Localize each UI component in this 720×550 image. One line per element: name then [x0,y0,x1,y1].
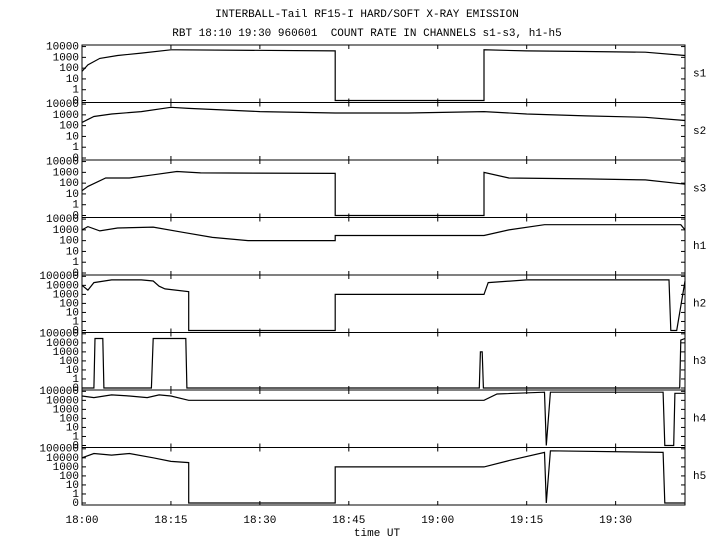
y-tick-label: 10 [66,74,79,86]
y-tick-label: 1000 [53,289,79,301]
y-tick-label: 10000 [46,338,79,350]
x-tick-label: 19:30 [599,515,632,527]
y-tick-label: 1000 [53,347,79,359]
panel-label: h2 [693,299,706,311]
panel-label: s3 [693,184,706,196]
y-tick-label: 10000 [46,395,79,407]
y-tick-label: 0 [72,498,79,510]
y-tick-label: 1 [72,316,79,328]
panel-label: s2 [693,126,706,138]
y-tick-label: 10000 [46,41,79,53]
data-line [81,224,686,242]
y-tick-label: 10 [66,307,79,319]
y-tick-label: 1000 [53,110,79,122]
y-tick-label: 100 [59,298,79,310]
y-tick-label: 0 [72,210,79,222]
y-tick-label: 0 [72,325,79,337]
y-tick-label: 100 [59,471,79,483]
panel-label: s1 [693,69,707,81]
y-tick-label: 0 [72,153,79,165]
y-tick-label: 100000 [39,329,79,341]
y-tick-label: 10000 [46,156,79,168]
panel-label: h1 [693,241,707,253]
data-line [82,337,686,389]
y-tick-label: 100 [59,178,79,190]
y-tick-label: 0 [72,268,79,280]
y-tick-label: 1 [72,257,79,269]
y-tick-label: 100 [59,63,79,75]
y-tick-label: 1000 [53,462,79,474]
x-tick-label: 19:15 [510,515,543,527]
y-tick-label: 0 [72,95,79,107]
y-tick-label: 1000 [53,225,79,237]
panel-label: h5 [693,471,706,483]
chart-subtitle: RBT 18:10 19:30 960601 COUNT RATE IN CHA… [172,28,561,40]
y-tick-label: 1 [72,431,79,443]
y-tick-label: 1000 [53,167,79,179]
y-tick-label: 100000 [39,444,79,456]
y-tick-label: 0 [72,383,79,395]
y-tick-label: 10 [66,246,79,258]
y-tick-label: 10000 [46,280,79,292]
y-tick-label: 100 [59,121,79,133]
y-tick-label: 100 [59,356,79,368]
panel-label: h4 [693,414,707,426]
y-tick-label: 10000 [46,214,79,226]
y-tick-label: 1 [72,142,79,154]
y-tick-label: 1 [72,85,79,97]
y-tick-label: 10 [66,189,79,201]
data-line [81,279,686,332]
x-tick-label: 19:00 [421,515,454,527]
y-tick-label: 100000 [39,386,79,398]
y-tick-label: 1 [72,489,79,501]
y-tick-label: 10000 [46,453,79,465]
y-tick-label: 10 [66,131,79,143]
y-tick-label: 10 [66,422,79,434]
y-tick-label: 1 [72,200,79,212]
x-tick-label: 18:15 [154,515,187,527]
y-tick-label: 10 [66,365,79,377]
data-line [81,106,686,123]
data-line [81,391,685,447]
y-tick-label: 100000 [39,271,79,283]
y-tick-label: 10000 [46,99,79,111]
x-axis-label: time UT [354,528,401,540]
panel-label: h3 [693,356,706,368]
data-line [81,450,685,504]
y-tick-label: 100 [59,413,79,425]
y-tick-label: 1000 [53,404,79,416]
y-tick-label: 100 [59,236,79,248]
y-tick-label: 0 [72,440,79,452]
x-tick-label: 18:00 [65,515,98,527]
x-tick-label: 18:45 [332,515,365,527]
y-tick-label: 1000 [53,52,79,64]
data-line [81,49,686,102]
y-tick-label: 10 [66,480,79,492]
y-tick-label: 1 [72,374,79,386]
chart-title: INTERBALL-Tail RF15-I HARD/SOFT X-RAY EM… [215,9,519,21]
x-tick-label: 18:30 [243,515,276,527]
data-line [81,170,686,217]
